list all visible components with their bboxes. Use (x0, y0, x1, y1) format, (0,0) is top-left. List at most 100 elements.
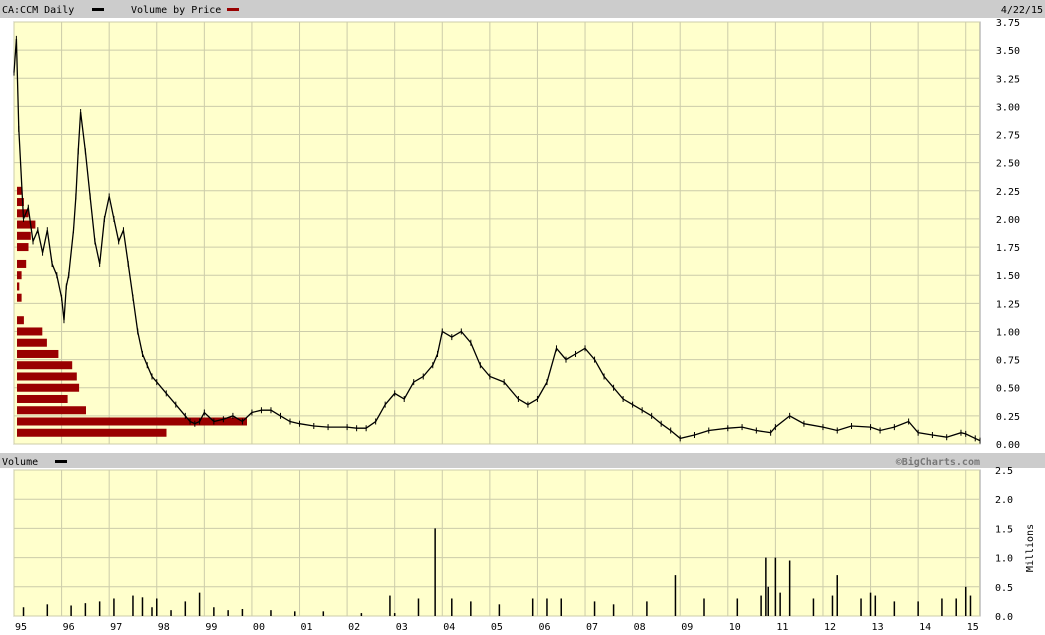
price-y-tick-label: 3.75 (996, 18, 1020, 29)
volume-legend-swatch (55, 460, 67, 463)
x-tick-label: 98 (158, 622, 170, 633)
price-y-tick-label: 1.50 (996, 271, 1020, 282)
vbp-bar (17, 383, 80, 392)
x-tick-label: 00 (253, 622, 265, 633)
price-y-tick-label: 1.00 (996, 327, 1020, 338)
x-tick-label: 15 (967, 622, 979, 633)
volume-header-bar (0, 453, 1045, 468)
volume-bar (941, 598, 943, 616)
volume-y-tick-label: 0.5 (995, 583, 1013, 594)
vbp-bar (17, 361, 73, 370)
volume-bar (156, 598, 158, 616)
volume-bar (393, 613, 396, 616)
volume-bar (322, 611, 325, 616)
price-y-tick-label: 0.00 (996, 440, 1020, 451)
x-tick-label: 13 (872, 622, 884, 633)
x-tick-label: 99 (205, 622, 217, 633)
header-symbol-label: CA:CCM Daily (2, 5, 74, 16)
x-tick-label: 03 (396, 622, 408, 633)
volume-bar (294, 611, 296, 616)
volume-bar (767, 586, 769, 616)
volume-bar (270, 610, 272, 616)
price-y-tick-label: 2.75 (996, 131, 1020, 142)
x-tick-label: 95 (15, 622, 27, 633)
volume-bar (141, 597, 144, 616)
vbp-bar (17, 316, 24, 325)
volume-bar (417, 598, 420, 616)
volume-bar (213, 607, 215, 616)
volume-bar (779, 592, 781, 616)
volume-bar (198, 592, 201, 616)
volume-bar (360, 613, 363, 616)
header-date: 4/22/15 (1001, 5, 1043, 16)
volume-bar (674, 575, 677, 616)
volume-bar (646, 601, 648, 616)
x-tick-label: 09 (681, 622, 693, 633)
price-y-tick-label: 0.75 (996, 356, 1020, 367)
volume-bar (788, 560, 791, 616)
volume-bar (831, 595, 834, 616)
vbp-bar (17, 198, 24, 207)
vbp-bar (17, 220, 36, 229)
vbp-bar (17, 259, 27, 268)
x-tick-label: 11 (776, 622, 788, 633)
volume-bar (227, 610, 229, 616)
price-line-group (13, 35, 981, 444)
volume-bar (869, 592, 872, 616)
volume-by-price-bars (17, 186, 247, 437)
header-vbp-label: Volume by Price (131, 5, 221, 16)
volume-panel (13, 469, 981, 617)
volume-bar (893, 601, 896, 616)
vbp-legend-swatch (227, 8, 239, 11)
x-tick-label: 97 (110, 622, 122, 633)
vbp-bar (17, 406, 86, 415)
volume-bar (760, 595, 762, 616)
vbp-bar (17, 349, 59, 358)
volume-bar (70, 605, 72, 616)
volume-bar (874, 595, 877, 616)
x-tick-label: 01 (301, 622, 313, 633)
vbp-bar (17, 372, 77, 381)
price-y-tick-label: 1.75 (996, 243, 1020, 254)
volume-bar (812, 598, 815, 616)
volume-bar (151, 607, 153, 616)
vbp-bar (17, 338, 47, 347)
price-y-tick-labels: 3.75 3.50 3.25 3.00 2.75 2.50 2.25 2.00 1.75 1.50… (996, 18, 1020, 451)
vbp-bar (17, 417, 247, 426)
volume-bar (531, 598, 534, 616)
volume-bar (836, 575, 838, 616)
vbp-bar (17, 293, 22, 302)
header-bar (0, 0, 1045, 18)
volume-bar (470, 601, 472, 616)
volume-bar (765, 557, 767, 616)
volume-bar (184, 601, 187, 616)
volume-y-tick-labels: 2.5 2.0 1.5 1.0 0.5 0.0 (995, 466, 1013, 623)
price-legend-swatch (92, 8, 104, 11)
volume-y-tick-label: 2.5 (995, 466, 1013, 477)
volume-bar (546, 598, 548, 616)
vbp-bar (17, 243, 29, 252)
vbp-bar (17, 186, 22, 195)
volume-bar (860, 598, 862, 616)
price-y-tick-label: 2.25 (996, 187, 1020, 198)
volume-grid (13, 469, 980, 617)
vbp-bar (17, 394, 68, 403)
volume-bar (170, 610, 172, 616)
x-tick-label: 05 (491, 622, 503, 633)
volume-bar (389, 595, 391, 616)
volume-bar (917, 601, 919, 616)
volume-y-tick-label: 1.5 (995, 524, 1013, 535)
price-y-tick-label: 2.00 (996, 215, 1020, 226)
x-tick-label: 96 (63, 622, 75, 633)
price-y-tick-label: 0.25 (996, 412, 1020, 423)
vbp-bar (17, 271, 22, 280)
volume-y-tick-label: 1.0 (995, 554, 1013, 565)
x-tick-label: 06 (538, 622, 550, 633)
volume-bar (703, 598, 705, 616)
price-y-tick-label: 3.25 (996, 74, 1020, 85)
volume-label: Volume (2, 457, 38, 468)
x-axis-labels: 95 96 97 98 99 00 01 02 03 04 05 06 07 08 09 10 11 12 13 14… (15, 622, 979, 633)
volume-bar (774, 557, 777, 616)
price-panel (13, 21, 981, 445)
price-y-tick-label: 0.50 (996, 384, 1020, 395)
